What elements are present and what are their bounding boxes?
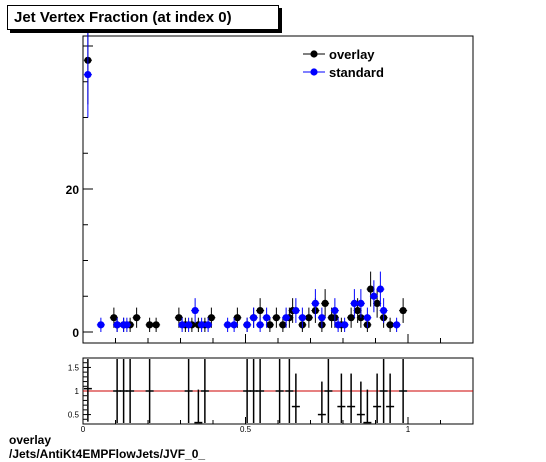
standard-point (256, 321, 264, 329)
footer-path: /Jets/AntiKt4EMPFlowJets/JVF_0_ (9, 447, 206, 461)
overlay-point (272, 314, 280, 322)
standard-point (370, 292, 378, 300)
overlay-point (133, 314, 141, 322)
standard-point (311, 299, 319, 307)
standard-point (178, 321, 186, 329)
overlay-point (207, 314, 215, 322)
legend-overlay-marker (310, 50, 318, 58)
footer-label-overlay: overlay (9, 433, 52, 447)
ratio-axis-ticks (82, 362, 474, 424)
standard-point (204, 321, 212, 329)
overlay-point (347, 314, 355, 322)
main-y-tick-label: 0 (72, 326, 79, 340)
standard-point (376, 285, 384, 293)
overlay-point (146, 321, 154, 329)
overlay-point (152, 321, 160, 329)
standard-point (185, 321, 193, 329)
ratio-y-tick-label: 1.5 (68, 363, 80, 372)
standard-point (230, 321, 238, 329)
main-axis-ticks (82, 45, 474, 343)
title-box: Jet Vertex Fraction (at index 0) (7, 5, 279, 30)
overlay-point (305, 314, 313, 322)
overlay-point (373, 299, 381, 307)
standard-point (318, 314, 326, 322)
standard-point (341, 321, 349, 329)
ratio-plot-marks (83, 359, 473, 424)
standard-point (250, 314, 258, 322)
overlay-point (386, 321, 394, 329)
legend-overlay-label: overlay (329, 47, 375, 62)
legend: overlay standard (303, 47, 384, 80)
main-plot-frame (82, 35, 474, 344)
standard-point (282, 314, 290, 322)
ratio-x-tick-label: 0 (81, 425, 86, 434)
standard-point (191, 306, 199, 315)
standard-point (363, 314, 371, 322)
legend-standard-marker (310, 68, 318, 76)
standard-point (113, 321, 121, 329)
standard-point (331, 306, 339, 315)
standard-point (263, 314, 271, 322)
standard-point (292, 306, 300, 315)
standard-point (198, 321, 206, 329)
overlay-point (354, 306, 362, 315)
overlay-point (266, 321, 274, 329)
overlay-point (175, 314, 183, 322)
overlay-point (110, 314, 118, 322)
ratio-x-tick-label: 0.5 (240, 425, 252, 434)
standard-point (350, 299, 358, 307)
overlay-point (367, 285, 375, 293)
ratio-x-tick-label: 1 (406, 425, 411, 434)
standard-point (243, 321, 251, 329)
overlay-point (399, 306, 407, 315)
standard-point (84, 71, 92, 79)
main-y-tick-label: 20 (66, 183, 80, 197)
standard-point (393, 321, 401, 329)
overlay-point (279, 321, 287, 329)
ratio-y-tick-label: 0.5 (68, 411, 80, 420)
main-plot-marks (83, 16, 408, 332)
overlay-point (256, 306, 264, 315)
standard-point (97, 321, 105, 329)
legend-standard-label: standard (329, 65, 384, 80)
ratio-y-tick-label: 1 (75, 387, 80, 396)
standard-point (123, 321, 131, 329)
standard-point (380, 306, 388, 315)
overlay-point (321, 299, 329, 307)
standard-point (224, 321, 232, 329)
main-axis-labels: 0 20 (66, 183, 80, 340)
standard-point (334, 321, 342, 329)
overlay-point (233, 314, 241, 322)
standard-point (298, 314, 306, 322)
chart-title: Jet Vertex Fraction (at index 0) (14, 9, 232, 26)
ratio-axis-labels: 0.511.50 0.5 1 (68, 363, 411, 434)
standard-point (357, 299, 365, 307)
